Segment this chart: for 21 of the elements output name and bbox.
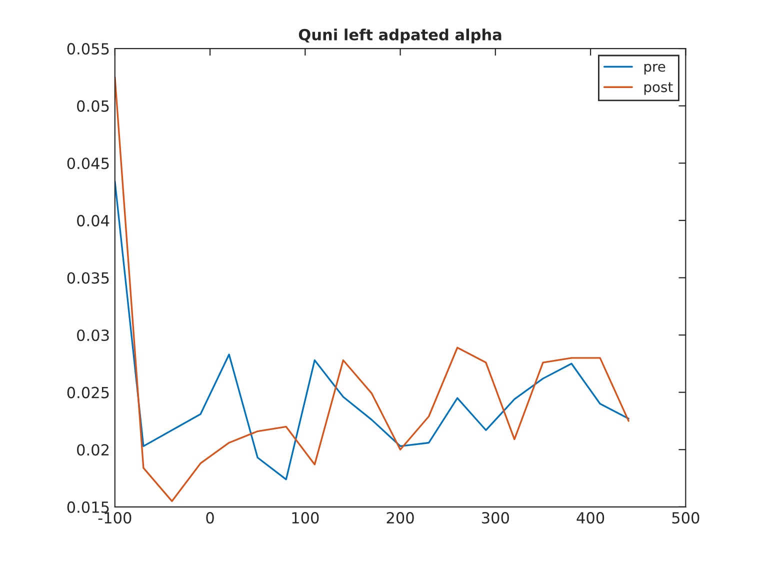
x-tick-label: 500 xyxy=(672,512,700,524)
x-tick-label: 0 xyxy=(206,512,214,524)
legend-label: post xyxy=(644,82,673,95)
y-tick-label: 0.045 xyxy=(67,158,109,170)
y-tick-label: 0.03 xyxy=(77,329,109,342)
x-tick-label: 400 xyxy=(576,512,604,524)
x-tick-label: -100 xyxy=(98,512,132,524)
y-tick-label: 0.055 xyxy=(67,43,109,55)
y-tick-label: 0.025 xyxy=(67,386,109,398)
y-tick-label: 0.04 xyxy=(77,214,110,226)
x-tick-label: 200 xyxy=(386,512,414,524)
x-tick-label: 300 xyxy=(482,512,509,524)
y-tick-label: 0.05 xyxy=(77,100,109,112)
y-tick-label: 0.035 xyxy=(67,272,109,284)
chart-title: Quni left adpated alpha xyxy=(298,28,502,44)
line-series xyxy=(114,180,630,480)
line-series xyxy=(114,76,630,502)
y-tick-label: 0.015 xyxy=(67,501,109,513)
legend-label: pre xyxy=(644,64,666,74)
x-tick-label: 100 xyxy=(292,512,319,524)
y-tick-label: 0.02 xyxy=(77,444,109,456)
